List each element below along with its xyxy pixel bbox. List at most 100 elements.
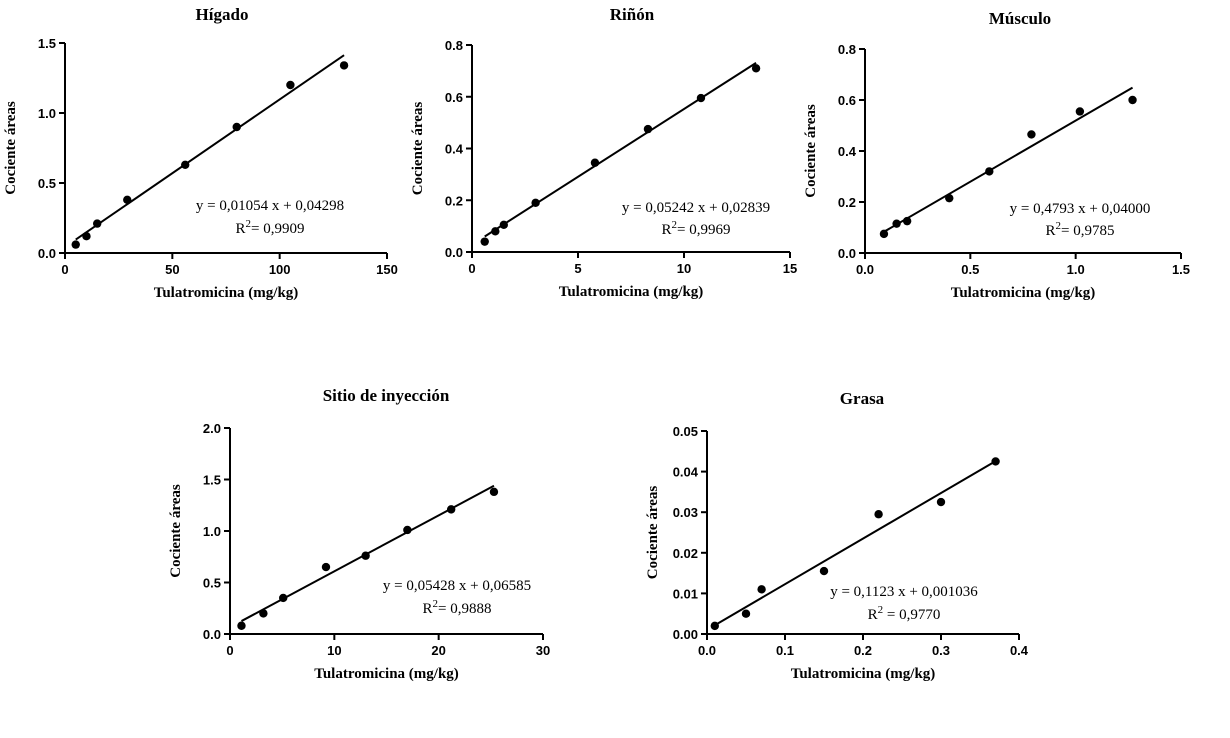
x-tick-label: 100 bbox=[269, 262, 291, 277]
r-squared-superscript: 2 bbox=[672, 219, 678, 231]
x-tick-label: 5 bbox=[574, 261, 581, 276]
chart-5: Grasa 0.0 0.1 0.2 0.3 0.4 0.00 0.01 0.02 0.03 0.04… bbox=[645, 389, 1029, 682]
data-point bbox=[259, 609, 268, 618]
y-tick-label: 1.0 bbox=[203, 524, 221, 539]
data-point bbox=[237, 621, 246, 630]
r-squared-label: R2= 0,9888 bbox=[423, 598, 492, 617]
data-point bbox=[751, 64, 761, 73]
x-tick-label: 1.0 bbox=[1067, 262, 1085, 277]
y-tick-label: 0.2 bbox=[838, 195, 856, 210]
y-tick-label: 0.0 bbox=[838, 246, 856, 261]
data-point bbox=[936, 497, 946, 507]
r-squared-value: = 0,9770 bbox=[883, 607, 940, 623]
x-tick-label: 0.1 bbox=[776, 643, 794, 658]
data-point bbox=[499, 220, 508, 230]
x-tick-label: 0 bbox=[468, 261, 475, 276]
x-axis-label: Tulatromicina (mg/kg) bbox=[951, 285, 1096, 301]
data-point bbox=[286, 80, 295, 90]
data-point bbox=[892, 219, 901, 228]
y-axis-label: Cociente áreas bbox=[645, 486, 661, 580]
r-squared-prefix: R bbox=[868, 607, 878, 623]
data-point bbox=[879, 229, 889, 239]
y-tick-label: 2.0 bbox=[203, 421, 221, 436]
regression-line bbox=[883, 86, 1134, 233]
r-squared-label: R2= 0,9909 bbox=[236, 218, 305, 237]
regression-line bbox=[75, 54, 345, 241]
y-axis-label: Cociente áreas bbox=[803, 104, 819, 198]
chart-4: Sitio de inyección 0 10 20 30 0.0 0.5 1.0 1.5 2.0… bbox=[168, 386, 550, 682]
data-point bbox=[590, 158, 600, 167]
y-tick-label: 0.05 bbox=[673, 424, 698, 439]
y-tick-label: 0.4 bbox=[445, 142, 464, 157]
data-point bbox=[446, 505, 456, 514]
data-point bbox=[902, 216, 912, 226]
y-tick-label: 0.2 bbox=[445, 193, 463, 208]
regression-equation: y = 0,4793 x + 0,04000 bbox=[1010, 201, 1151, 217]
x-tick-label: 0.5 bbox=[961, 262, 979, 277]
x-tick-label: 0 bbox=[226, 643, 233, 658]
data-point bbox=[232, 122, 241, 132]
x-tick-label: 20 bbox=[431, 643, 445, 658]
y-tick-label: 0.8 bbox=[838, 42, 856, 57]
data-point bbox=[874, 510, 883, 519]
x-tick-label: 0.0 bbox=[698, 643, 716, 658]
x-tick-label: 0.0 bbox=[856, 262, 874, 277]
data-point bbox=[71, 240, 80, 249]
regression-equation: y = 0,1123 x + 0,001036 bbox=[830, 584, 978, 600]
chart-title: Sitio de inyección bbox=[323, 386, 450, 405]
chart-1: Hígado 0 50 100 150 0.0 0.5 1.0 1.5 Tulatromicina… bbox=[3, 5, 398, 301]
chart-title: Grasa bbox=[840, 389, 885, 408]
x-tick-label: 10 bbox=[327, 643, 341, 658]
r-squared-value: = 0,9909 bbox=[251, 221, 304, 237]
data-point bbox=[491, 227, 500, 236]
x-tick-label: 30 bbox=[536, 643, 550, 658]
x-tick-label: 0.2 bbox=[854, 643, 872, 658]
data-point bbox=[123, 195, 132, 204]
x-axis-label: Tulatromicina (mg/kg) bbox=[314, 666, 459, 682]
y-tick-label: 0.8 bbox=[445, 38, 463, 53]
y-tick-label: 1.5 bbox=[203, 473, 221, 488]
y-tick-label: 0.4 bbox=[838, 144, 857, 159]
regression-equation: y = 0,05242 x + 0,02839 bbox=[622, 200, 770, 216]
r-squared-superscript: 2 bbox=[878, 604, 884, 616]
y-tick-label: 1.5 bbox=[38, 36, 56, 51]
chart-2: Riñón 0 5 10 15 0.0 0.2 0.4 0.6 0.8 Tulatromicina … bbox=[410, 5, 797, 300]
x-tick-label: 15 bbox=[783, 261, 797, 276]
x-tick-label: 150 bbox=[376, 262, 398, 277]
data-point bbox=[741, 609, 751, 618]
data-point bbox=[991, 457, 1000, 466]
y-tick-label: 0.0 bbox=[38, 246, 56, 261]
r-squared-value: = 0,9888 bbox=[438, 601, 491, 617]
regression-line bbox=[484, 62, 757, 238]
chart-title: Riñón bbox=[610, 5, 655, 24]
r-squared-value: = 0,9785 bbox=[1061, 223, 1114, 239]
data-point bbox=[1075, 107, 1085, 116]
data-point bbox=[1128, 95, 1137, 105]
y-axis-label: Cociente áreas bbox=[3, 101, 19, 195]
r-squared-superscript: 2 bbox=[246, 218, 252, 230]
data-point bbox=[93, 219, 102, 228]
x-tick-label: 0.4 bbox=[1010, 643, 1029, 658]
y-tick-label: 0.5 bbox=[38, 176, 56, 191]
data-point bbox=[710, 621, 719, 631]
data-point bbox=[1027, 130, 1036, 139]
data-point bbox=[361, 551, 370, 560]
data-point bbox=[321, 562, 331, 572]
data-point bbox=[339, 61, 349, 70]
y-tick-label: 0.03 bbox=[673, 505, 698, 520]
y-axis-label: Cociente áreas bbox=[168, 484, 184, 578]
y-tick-label: 0.00 bbox=[673, 627, 698, 642]
regression-equation: y = 0,01054 x + 0,04298 bbox=[196, 198, 344, 214]
data-point bbox=[489, 487, 499, 497]
x-tick-label: 0.3 bbox=[932, 643, 950, 658]
r-squared-prefix: R bbox=[1046, 223, 1056, 239]
r-squared-value: = 0,9969 bbox=[677, 222, 730, 238]
y-tick-label: 0.6 bbox=[445, 90, 463, 105]
r-squared-prefix: R bbox=[236, 221, 246, 237]
r-squared-prefix: R bbox=[423, 601, 433, 617]
chart-title: Músculo bbox=[989, 9, 1051, 28]
y-tick-label: 0.6 bbox=[838, 93, 856, 108]
y-tick-label: 0.02 bbox=[673, 546, 698, 561]
data-point bbox=[82, 232, 91, 241]
